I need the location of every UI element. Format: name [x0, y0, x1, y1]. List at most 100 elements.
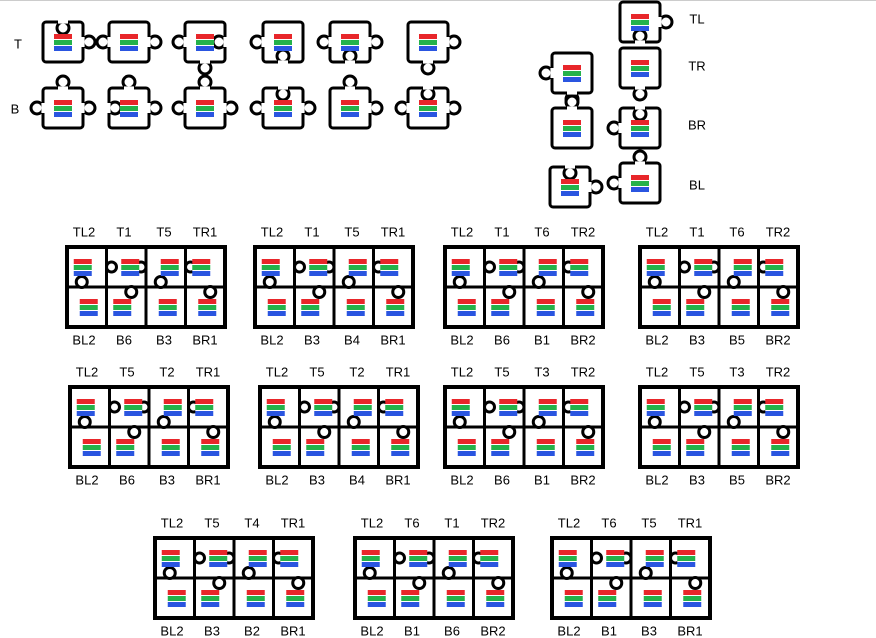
icon-stripe	[391, 451, 410, 456]
bottom-label: BL2	[645, 332, 668, 347]
seam-tab	[531, 415, 546, 429]
icon-stripe	[209, 562, 228, 567]
piece-notch	[211, 34, 227, 50]
icon-stripe	[536, 299, 555, 304]
icon-stripe	[419, 106, 437, 111]
icon-stripe	[261, 271, 280, 276]
bottom-label: BR2	[570, 332, 595, 347]
icon-stripe	[54, 46, 72, 51]
bottom-label: B2	[244, 623, 260, 638]
icon-stripe	[161, 451, 180, 456]
seam-tab	[688, 576, 703, 590]
piece-notch	[632, 106, 648, 122]
icon-stripe	[120, 106, 138, 111]
top-label: T1	[494, 224, 509, 239]
top-label: TR2	[571, 224, 596, 239]
icon-stripe	[314, 399, 333, 404]
icon-stripe	[385, 405, 404, 410]
icon-stripe	[301, 299, 320, 304]
seam-tab	[590, 551, 603, 565]
icon-stripe	[576, 439, 595, 444]
icon-stripe	[201, 602, 220, 607]
piece-tab	[632, 149, 648, 165]
tab-joint	[618, 123, 622, 133]
piece-tab	[197, 74, 213, 90]
icon-stripe	[267, 305, 286, 310]
corner-label: BL	[689, 177, 705, 192]
icon-stripe	[54, 100, 72, 105]
icon-stripe	[645, 550, 664, 555]
tab-joint	[446, 103, 450, 113]
icon-stripe	[248, 556, 267, 561]
bottom-label: BR1	[677, 623, 702, 638]
bottom-label: BL2	[450, 472, 473, 487]
icon-stripe	[274, 112, 292, 117]
icon-stripe	[563, 120, 581, 125]
icon-stripe	[536, 311, 555, 316]
icon-stripe	[631, 20, 649, 25]
icon-stripe	[192, 271, 211, 276]
tab-joint	[278, 60, 288, 64]
icon-stripe	[116, 451, 135, 456]
icon-stripe	[536, 305, 555, 310]
icon-stripe	[491, 311, 510, 316]
seam-tab	[559, 566, 574, 580]
icon-stripe	[120, 100, 138, 105]
icon-stripe	[677, 550, 696, 555]
icon-stripe	[120, 34, 138, 39]
icon-stripe	[570, 259, 589, 264]
seam-tab	[452, 275, 467, 289]
icon-stripe	[558, 550, 577, 555]
piece-notch	[562, 165, 578, 181]
piece-tab	[249, 34, 265, 50]
icon-stripe	[683, 590, 702, 595]
icon-stripe	[121, 271, 140, 276]
icon-stripe	[631, 126, 649, 131]
seam-tab	[502, 425, 517, 439]
icon-stripe	[196, 34, 214, 39]
icon-stripe	[201, 590, 220, 595]
row-label: T	[14, 36, 22, 51]
icon-stripe	[401, 602, 420, 607]
top-label: T4	[244, 515, 259, 530]
top-label: T1	[689, 224, 704, 239]
seam-tab	[678, 260, 691, 274]
seam-tab	[393, 551, 406, 565]
icon-stripe	[196, 100, 214, 105]
piece-tab	[446, 100, 462, 116]
icon-stripe	[341, 40, 359, 45]
icon-stripe	[401, 590, 420, 595]
icon-stripe	[113, 311, 132, 316]
icon-stripe	[652, 445, 671, 450]
icon-stripe	[385, 399, 404, 404]
tab-joint	[107, 103, 111, 113]
icon-stripe	[351, 445, 370, 450]
piece-tab	[249, 100, 265, 116]
icon-stripe	[73, 265, 92, 270]
icon-stripe	[286, 602, 305, 607]
icon-stripe	[765, 265, 784, 270]
icon-stripe	[274, 106, 292, 111]
tab-joint	[261, 37, 265, 47]
tab-joint	[567, 106, 577, 110]
icon-stripe	[341, 100, 359, 105]
icon-stripe	[576, 445, 595, 450]
corner-label: TR	[688, 58, 705, 73]
seam-tab	[203, 285, 218, 299]
seam-tab	[581, 425, 596, 439]
icon-stripe	[645, 562, 664, 567]
icon-stripe	[272, 439, 291, 444]
icon-stripe	[480, 562, 499, 567]
icon-stripe	[451, 271, 470, 276]
icon-stripe	[686, 299, 705, 304]
piece-tab	[55, 74, 71, 90]
icon-stripe	[158, 305, 177, 310]
icon-stripe	[160, 271, 179, 276]
seam-tab	[396, 425, 411, 439]
icon-stripe	[686, 311, 705, 316]
icon-stripe	[79, 311, 98, 316]
piece-notch	[632, 28, 648, 44]
bottom-label: BL2	[450, 332, 473, 347]
icon-stripe	[570, 265, 589, 270]
seam-tab	[362, 566, 377, 580]
